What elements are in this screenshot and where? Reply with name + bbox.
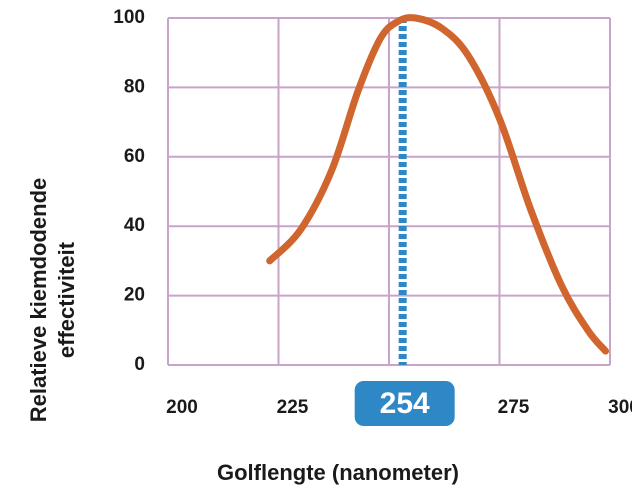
highlight-box (354, 381, 455, 426)
y-tick-label: 0 (134, 354, 145, 375)
y-tick-label: 100 (113, 7, 145, 28)
y-axis-title-line: Relatieve kiemdodende (26, 178, 51, 423)
y-tick-label: 80 (124, 76, 145, 97)
x-tick-label: 275 (498, 397, 530, 418)
line (266, 14, 610, 355)
x-tick-label: 225 (277, 397, 309, 418)
y-tick-label: 20 (124, 285, 145, 306)
y-axis-title-line: effectiviteit (54, 241, 79, 358)
x-axis-title: Golflengte (nanometer) (217, 460, 459, 485)
y-tick-label: 40 (124, 215, 145, 236)
y-axis-title: Relatieve kiemdodende effectiviteit (26, 178, 79, 423)
y-tick-label: 60 (124, 146, 145, 167)
highlight-label: 254 (380, 387, 430, 420)
x-tick-label: 300 (608, 397, 632, 418)
x-tick-label: 200 (166, 397, 198, 418)
